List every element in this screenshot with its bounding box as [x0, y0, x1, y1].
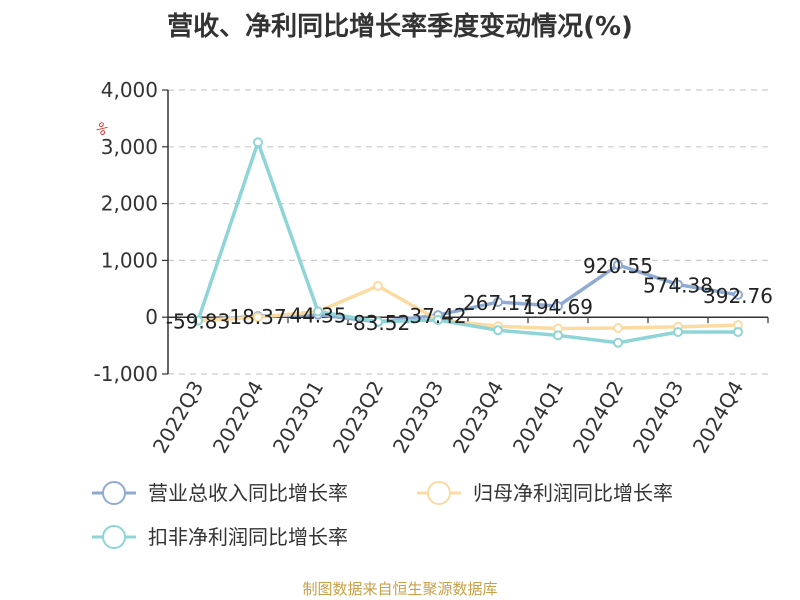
legend-item[interactable]: 营业总收入同比增长率 [92, 481, 348, 505]
data-point [253, 312, 263, 323]
x-tick-label: 2023Q4 [448, 377, 508, 458]
y-tick-label: 4,000 [101, 78, 158, 102]
x-tick-label: 2022Q3 [148, 377, 208, 458]
x-tick-label: 2024Q2 [568, 377, 628, 458]
x-tick-label: 2024Q4 [688, 377, 748, 458]
data-point [613, 322, 623, 333]
series-lines [193, 137, 743, 348]
y-tick-label: 1,000 [101, 248, 158, 272]
legend-marker [102, 481, 126, 505]
data-label: -83.52 [346, 311, 410, 335]
legend-label: 归母净利润同比增长率 [473, 481, 673, 505]
data-point [613, 259, 623, 270]
y-tick-label: 3,000 [101, 135, 158, 159]
series-line [197, 284, 739, 331]
x-tick-label: 2023Q2 [328, 377, 388, 458]
data-label: 18.37 [229, 305, 286, 329]
legend-marker [427, 481, 451, 505]
grid-lines [168, 89, 768, 375]
x-tick-label: 2023Q1 [268, 377, 328, 458]
y-tick-label: 0 [145, 305, 158, 329]
data-point [253, 137, 263, 148]
data-point [493, 325, 503, 336]
data-point [433, 315, 443, 326]
data-label: 920.55 [583, 254, 653, 278]
data-point [673, 326, 683, 337]
data-label: 392.76 [703, 284, 773, 308]
data-point [313, 306, 323, 317]
data-point [733, 326, 743, 337]
x-tick-label: 2022Q4 [208, 377, 268, 458]
data-label: 194.69 [523, 295, 593, 319]
legend-item[interactable]: 归母净利润同比增长率 [417, 481, 673, 505]
data-point [193, 315, 203, 326]
data-point [373, 316, 383, 327]
data-label: 267.17 [463, 291, 533, 315]
data-point [553, 301, 563, 312]
legend-item[interactable]: 扣非净利润同比增长率 [92, 525, 348, 549]
data-point [673, 279, 683, 290]
legend-label: 营业总收入同比增长率 [148, 481, 348, 505]
x-tick-labels: 2022Q3 2022Q4 2023Q1 2023Q2 2023Q3 2023Q4 2024… [148, 377, 748, 458]
chart-title: 营收、净利同比增长率季度变动情况(%) [167, 12, 633, 42]
data-point [553, 330, 563, 341]
x-tick-label: 2024Q3 [628, 377, 688, 458]
x-tick-label: 2024Q1 [508, 377, 568, 458]
series-line [196, 140, 738, 345]
data-point [373, 280, 383, 291]
y-tick-labels: -1,000 0 1,000 2,000 3,000 4,000 [94, 78, 158, 386]
source-note: 制图数据来自恒生聚源数据库 [302, 580, 498, 598]
legend-label: 扣非净利润同比增长率 [148, 525, 348, 549]
y-tick-label: 2,000 [101, 192, 158, 216]
data-point [613, 337, 623, 348]
data-point [493, 297, 503, 308]
y-tick-label: -1,000 [94, 362, 158, 386]
legend-marker [102, 525, 126, 549]
data-label: 44.35 [289, 304, 346, 328]
data-label: -59.83 [166, 310, 230, 334]
data-label: 37.42 [409, 304, 466, 328]
data-point [733, 289, 743, 300]
x-tick-label: 2023Q3 [388, 377, 448, 458]
data-label: 574.38 [643, 274, 713, 298]
